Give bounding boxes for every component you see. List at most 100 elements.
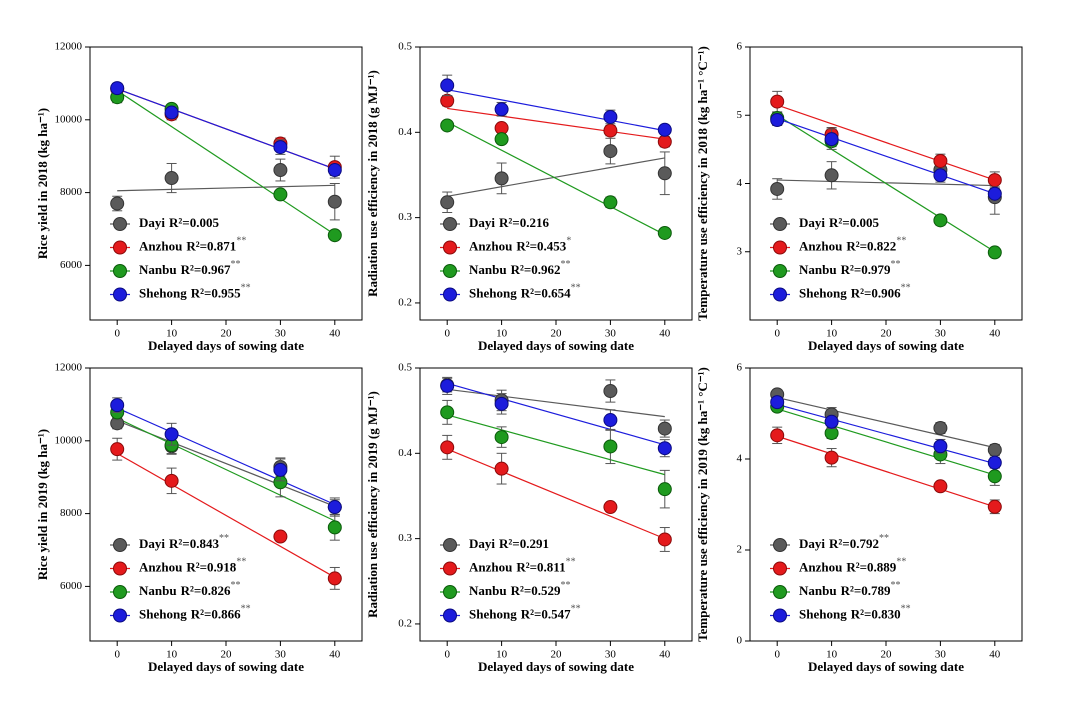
fit-line [117, 184, 335, 192]
legend-name: Shehong [469, 285, 517, 300]
point [657, 122, 672, 137]
x-tick-label: 40 [659, 649, 671, 661]
legend-name: Dayi [139, 215, 165, 230]
legend-r2: R²=0.830 [851, 606, 901, 621]
legend-significance: ** [241, 604, 251, 615]
y-tick-label: 6 [737, 362, 743, 374]
legend-marker [113, 608, 127, 623]
point [110, 398, 125, 413]
point [657, 421, 672, 436]
x-tick-label: 10 [166, 328, 178, 340]
fit-line [447, 382, 665, 446]
legend-r2: R²=0.967 [181, 262, 231, 277]
x-tick-label: 30 [605, 649, 617, 661]
legend-name: Shehong [469, 606, 517, 621]
legend-entry: Shehong R²=0.654** [469, 283, 581, 301]
point [110, 81, 125, 96]
point [440, 118, 455, 133]
point [770, 94, 785, 109]
legend-marker [113, 264, 127, 278]
y-tick-label: 0.2 [398, 296, 412, 308]
fit-line [116, 417, 336, 522]
x-tick-label: 0 [114, 328, 120, 340]
point [440, 78, 455, 93]
fit-line [116, 88, 336, 170]
y-tick-label: 0 [737, 635, 743, 647]
legend-r2: R²=0.216 [499, 215, 549, 230]
legend-significance: ** [231, 259, 241, 270]
panel: 6000 8000 10000 12000 0 10 20 30 40 Delayed days … [35, 41, 363, 353]
point [494, 461, 509, 476]
panel: 3 4 5 6 0 10 20 30 40 Delayed days of sowing date… [695, 41, 1023, 353]
legend-marker [113, 561, 127, 576]
plot-frame [419, 46, 693, 321]
x-tick-label: 10 [826, 649, 838, 661]
legend-significance: ** [879, 533, 889, 544]
legend-name: Nanbu [799, 262, 837, 277]
legend-name: Anzhou [469, 238, 512, 253]
point [657, 441, 672, 456]
point [273, 140, 288, 155]
legend-entry: Nanbu R²=0.962** [469, 259, 571, 277]
x-tick-label: 40 [989, 328, 1001, 340]
point [770, 181, 785, 196]
legend-name: Nanbu [469, 583, 507, 598]
legend-marker [113, 217, 127, 231]
legend-entry: Dayi R²=0.843** [139, 533, 229, 551]
y-axis-label: Rice yield in 2018 (kg ha⁻¹) [35, 108, 50, 259]
point [494, 102, 509, 117]
point [440, 405, 455, 420]
point [603, 195, 618, 210]
legend-entry: Nanbu R²=0.789** [799, 580, 901, 598]
legend-r2: R²=0.005 [169, 215, 219, 230]
legend-entry: Anzhou R²=0.811** [469, 557, 576, 575]
legend-r2: R²=0.291 [499, 536, 549, 551]
y-tick-label: 2 [737, 544, 743, 556]
point [164, 427, 179, 442]
legend-name: Anzhou [139, 559, 182, 574]
y-tick-label: 6 [737, 41, 743, 53]
point [327, 520, 342, 535]
legend-r2: R²=0.906 [851, 285, 901, 300]
x-tick-label: 10 [496, 649, 508, 661]
point [824, 414, 839, 429]
point [603, 384, 618, 399]
point [933, 479, 948, 494]
point [273, 529, 288, 544]
legend-name: Shehong [139, 606, 187, 621]
legend-r2: R²=0.453 [516, 238, 566, 253]
point [987, 499, 1002, 514]
legend-marker [773, 217, 787, 231]
legend-entry: Shehong R²=0.955** [139, 283, 251, 301]
y-tick-label: 10000 [55, 113, 83, 125]
x-tick-label: 0 [114, 649, 120, 661]
y-tick-label: 0.2 [398, 617, 412, 629]
legend-significance: ** [241, 283, 251, 294]
point [440, 378, 455, 393]
point [987, 245, 1002, 260]
legend-entry: Anzhou R²=0.453* [469, 236, 571, 254]
y-tick-label: 0.4 [398, 126, 412, 138]
point [273, 187, 288, 202]
plot-frame [89, 46, 363, 321]
fit-line [116, 453, 336, 578]
legend-name: Anzhou [799, 559, 842, 574]
point [987, 469, 1002, 484]
point [933, 153, 948, 168]
legend-entry: Dayi R²=0.005 [139, 215, 219, 230]
y-tick-label: 8000 [60, 507, 83, 519]
fit-line [777, 104, 995, 181]
y-tick-label: 0.4 [398, 447, 412, 459]
x-tick-label: 20 [551, 328, 563, 340]
legend-r2: R²=0.822 [846, 238, 896, 253]
fit-line [446, 448, 666, 540]
x-tick-label: 40 [329, 649, 341, 661]
point [987, 186, 1002, 201]
legend-name: Dayi [469, 215, 495, 230]
legend-marker [773, 287, 787, 302]
legend-r2: R²=0.547 [521, 606, 571, 621]
legend-r2: R²=0.529 [511, 583, 561, 598]
fit-line [447, 107, 665, 140]
y-tick-label: 0.3 [398, 532, 412, 544]
